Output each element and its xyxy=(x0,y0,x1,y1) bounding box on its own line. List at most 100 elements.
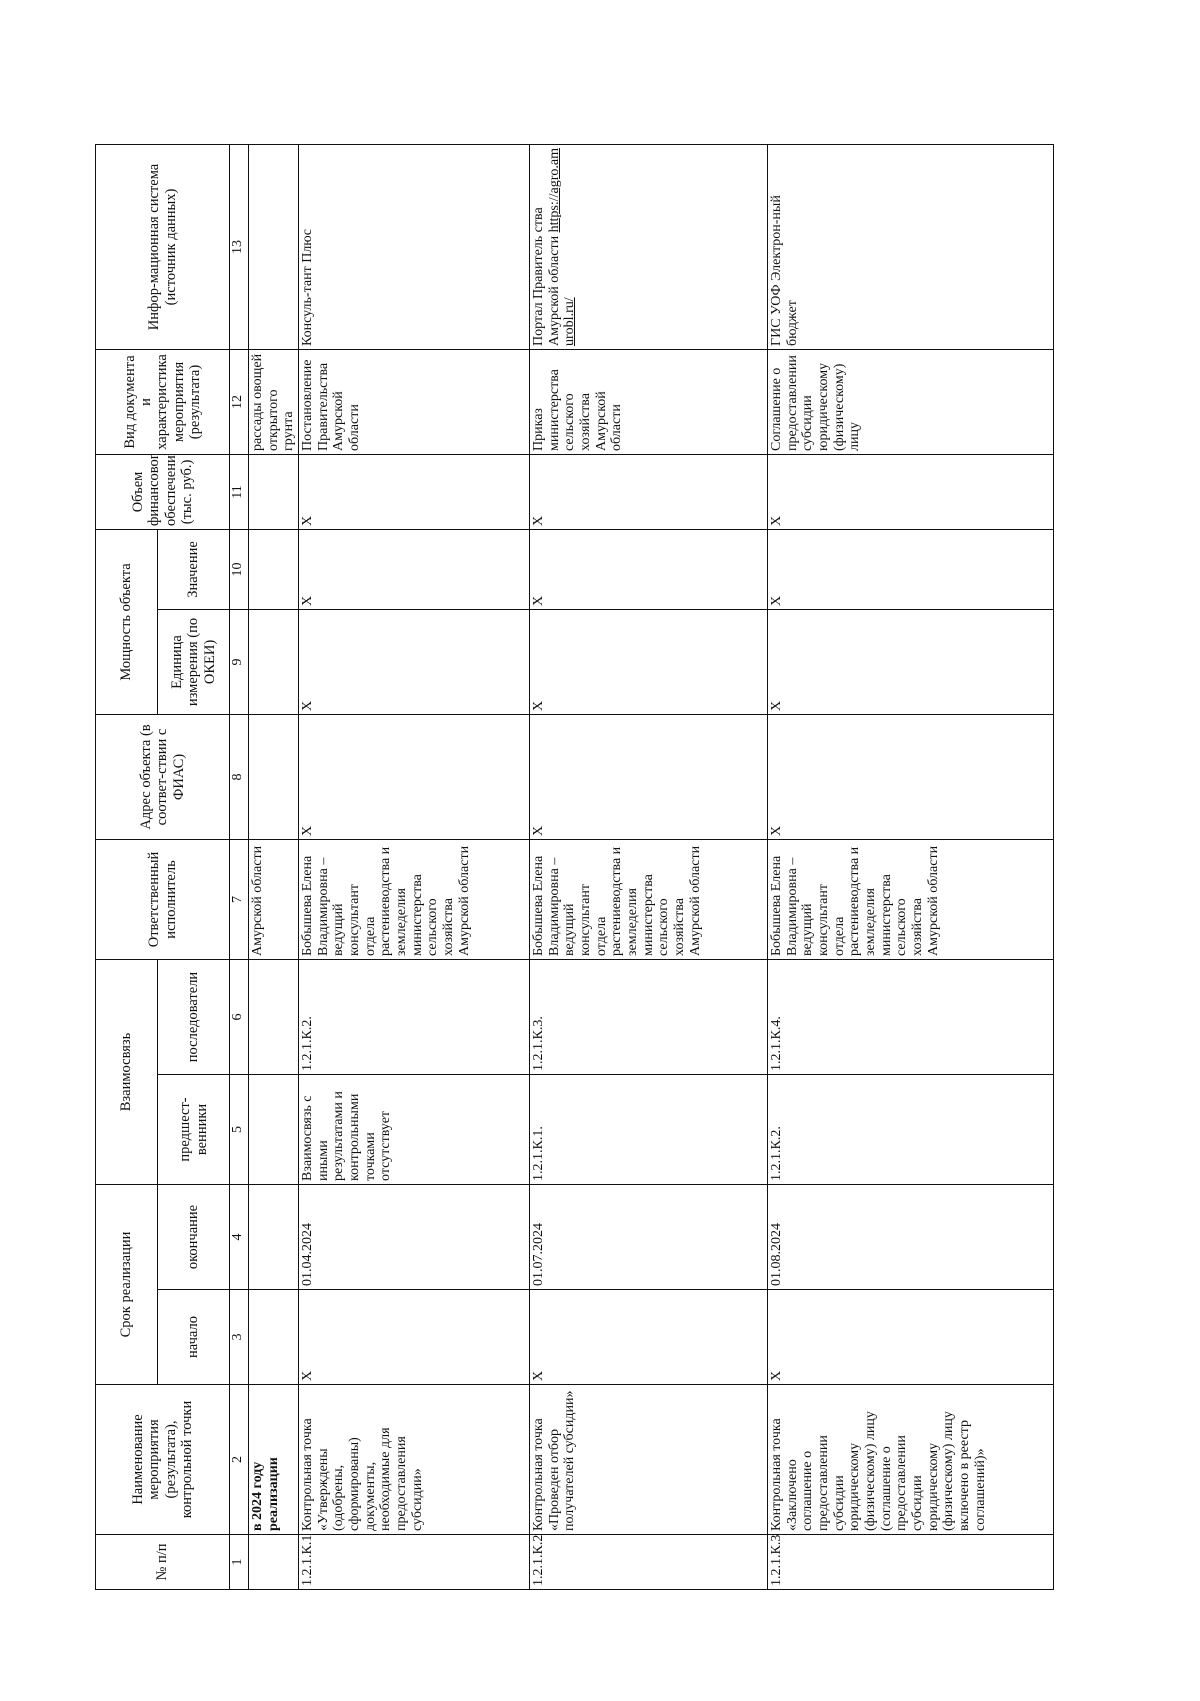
table-cell: X xyxy=(767,714,1054,840)
table-cell: X xyxy=(529,1289,768,1385)
cell-text: X xyxy=(300,1370,316,1381)
table-cell: Контрольная точка «Заключено соглашение … xyxy=(767,1384,1054,1535)
table-cell: X xyxy=(767,1289,1054,1385)
column-number: 5 xyxy=(229,1074,249,1185)
cell-text: Бобышева Елена Владимировна – ведущий ко… xyxy=(531,845,703,956)
table-cell: X xyxy=(767,529,1054,610)
header-cell: начало xyxy=(157,1289,230,1385)
table-cell: Постановление Правительства Амурской обл… xyxy=(298,349,530,455)
cell-text: Контрольная точка «Заключено соглашение … xyxy=(769,1411,988,1531)
table-cell: рассады овощей открытого грунта xyxy=(248,349,299,455)
column-number: 6 xyxy=(229,959,249,1075)
header-cell: окончание xyxy=(157,1184,230,1290)
cell-text: 1.2.1.К.4. xyxy=(769,1016,785,1071)
cell-text: X xyxy=(531,595,547,606)
cell-text: X xyxy=(531,515,547,526)
cell-text: Бобышева Елена Владимировна – ведущий ко… xyxy=(769,845,941,956)
cell-text: Консуль-тант Плюс xyxy=(300,229,316,346)
table-cell: X xyxy=(767,454,1054,530)
cell-text: Контрольная точка «Проведен отбор получа… xyxy=(531,1390,578,1532)
column-number: 11 xyxy=(229,454,249,530)
table-body: 1 2 3 4 5 6 7 8 9 10 11 12 13 в 2024 году реализации А… xyxy=(229,34,1054,1590)
cell-text: 1.2.1.К.3. xyxy=(531,1016,547,1071)
table-cell: 1.2.1.К.1. xyxy=(298,1534,530,1590)
table-cell: 1.2.1.К.3. xyxy=(767,1534,1054,1590)
table-cell: 1.2.1.К.4. xyxy=(767,959,1054,1075)
cell-text: X xyxy=(531,700,547,711)
cell-text: Постановление Правительства Амурской обл… xyxy=(300,359,363,451)
table-row: 1.2.1.К.2. Контрольная точка «Проведен от… xyxy=(529,34,768,1590)
table-cell: X xyxy=(298,714,530,840)
table-cell xyxy=(248,1184,299,1290)
cell-text: Приказ министерства сельского хозяйства … xyxy=(531,369,625,451)
column-number: 13 xyxy=(229,144,249,350)
table-cell: 1.2.1.К.2. xyxy=(529,1534,768,1590)
cell-text: 1.2.1.К.2. xyxy=(531,1534,547,1587)
table-cell: X xyxy=(529,454,768,530)
table-cell: Консуль-тант Плюс xyxy=(298,144,530,350)
column-number: 9 xyxy=(229,609,249,715)
table-cell: X xyxy=(298,609,530,715)
cell-text: X xyxy=(300,515,316,526)
column-number: 8 xyxy=(229,714,249,840)
header-cell: последователи xyxy=(157,959,230,1075)
table-cell: в 2024 году реализации xyxy=(248,1384,299,1535)
cell-text: 1.2.1.К.3. xyxy=(769,1534,785,1587)
table-cell xyxy=(248,529,299,610)
column-number: 7 xyxy=(229,839,249,960)
cell-text: Соглашение о предоставлении субсидии юри… xyxy=(769,355,863,451)
cell-text: Бобышева Елена Владимировна – ведущий ко… xyxy=(300,845,472,956)
table-cell: Амурской области xyxy=(248,839,299,960)
header-cell: Срок реализации xyxy=(95,1184,158,1385)
cell-text: Контрольная точка «Утверждены (одобрены,… xyxy=(300,1418,425,1531)
cell-text: X xyxy=(531,825,547,836)
table-cell: 01.04.2024 xyxy=(298,1184,530,1290)
column-number: 3 xyxy=(229,1289,249,1385)
cell-text: 1.2.1.К.2. xyxy=(769,1126,785,1181)
rotated-sheet: № п/п Наименование мероприятия (результа… xyxy=(95,35,1054,1590)
table-cell: X xyxy=(767,609,1054,715)
table-cell: 1.2.1.К.1. xyxy=(529,1074,768,1185)
cell-text: X xyxy=(769,700,785,711)
table-cell: Бобышева Елена Владимировна – ведущий ко… xyxy=(298,839,530,960)
table-cell: X xyxy=(529,714,768,840)
header-cell: № п/п xyxy=(95,1534,230,1590)
table-cell: 1.2.1.К.3. xyxy=(529,959,768,1075)
header-cell: Значение xyxy=(157,529,230,610)
column-number: 10 xyxy=(229,529,249,610)
table-row: 1.2.1.К.3. Контрольная точка «Заключено с… xyxy=(767,34,1054,1590)
column-number: 12 xyxy=(229,349,249,455)
table-cell: X xyxy=(529,529,768,610)
table-cell: 1.2.1.К.2. xyxy=(767,1074,1054,1185)
cell-text: ГИС УОФ Электрон-ный бюджет xyxy=(769,195,800,346)
table-cell: ГИС УОФ Электрон-ный бюджет xyxy=(767,144,1054,350)
header-cell: Наименование мероприятия (результата), к… xyxy=(95,1384,230,1535)
table-cell xyxy=(248,1074,299,1185)
cell-text: X xyxy=(769,595,785,606)
table-cell: Контрольная точка «Проведен отбор получа… xyxy=(529,1384,768,1535)
table-cell: Бобышева Елена Владимировна – ведущий ко… xyxy=(529,839,768,960)
table-cell: X xyxy=(298,1289,530,1385)
cell-text: X xyxy=(300,595,316,606)
table-cell xyxy=(248,714,299,840)
cell-text: X xyxy=(769,1370,785,1381)
table-cell xyxy=(248,1534,299,1590)
table-cell: Соглашение о предоставлении субсидии юри… xyxy=(767,349,1054,455)
column-number-row: 1 2 3 4 5 6 7 8 9 10 11 12 13 xyxy=(229,34,249,1590)
cell-text: X xyxy=(531,1370,547,1381)
cell-text: X xyxy=(769,825,785,836)
table-cell: Контрольная точка «Утверждены (одобрены,… xyxy=(298,1384,530,1535)
table-cell xyxy=(248,144,299,350)
header-cell: Вид документа и характеристика мероприят… xyxy=(95,349,230,455)
header-cell: Объем финансового обеспечения (тыс. руб.… xyxy=(95,454,230,530)
table-cell xyxy=(248,959,299,1075)
cell-text: X xyxy=(300,700,316,711)
cell-text: 1.2.1.К.2. xyxy=(300,1016,316,1071)
cell-text: X xyxy=(300,825,316,836)
table-cell: 01.08.2024 xyxy=(767,1184,1054,1290)
cell-text: Взаимосвязь с иными результатами и контр… xyxy=(300,1091,394,1181)
table-cell: Бобышева Елена Владимировна – ведущий ко… xyxy=(767,839,1054,960)
column-number: 4 xyxy=(229,1184,249,1290)
table-cell: Портал Правитель ства Амурской области h… xyxy=(529,144,768,350)
